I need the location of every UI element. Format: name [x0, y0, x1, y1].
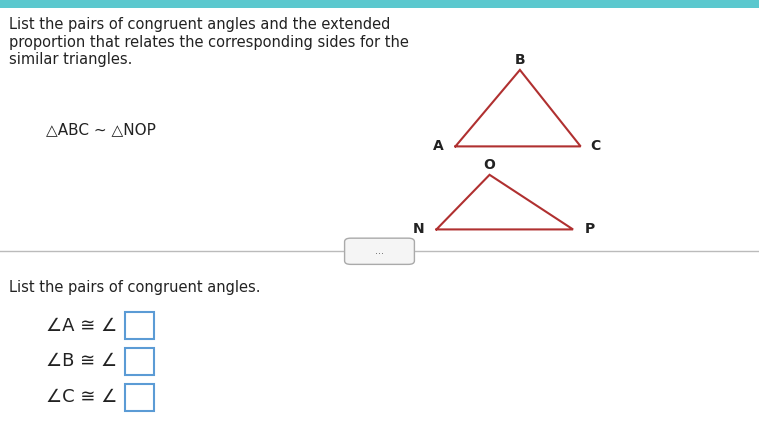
- Text: △ABC ~ △NOP: △ABC ~ △NOP: [46, 122, 156, 137]
- Text: O: O: [483, 158, 496, 172]
- Text: ∠A ≅ ∠: ∠A ≅ ∠: [46, 316, 117, 335]
- FancyBboxPatch shape: [345, 238, 414, 264]
- Text: B: B: [515, 53, 525, 67]
- Text: ...: ...: [375, 246, 384, 256]
- Text: ∠C ≅ ∠: ∠C ≅ ∠: [46, 388, 117, 406]
- Text: A: A: [433, 139, 444, 153]
- Bar: [0, 0, 759, 8]
- Text: C: C: [591, 139, 601, 153]
- Text: ∠B ≅ ∠: ∠B ≅ ∠: [46, 352, 117, 371]
- Bar: [125, 384, 154, 411]
- Bar: [125, 312, 154, 339]
- Text: List the pairs of congruent angles.: List the pairs of congruent angles.: [9, 280, 260, 295]
- Bar: [125, 348, 154, 375]
- Text: List the pairs of congruent angles and the extended
proportion that relates the : List the pairs of congruent angles and t…: [9, 17, 409, 67]
- Text: P: P: [584, 222, 595, 236]
- Text: N: N: [412, 222, 424, 236]
